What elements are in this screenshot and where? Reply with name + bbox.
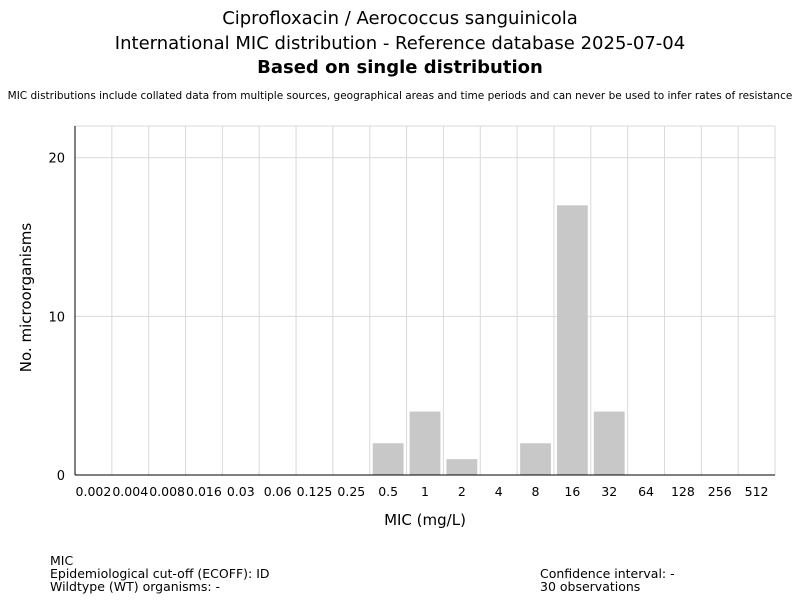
x-tick-label: 0.25 [337, 484, 365, 499]
bar [409, 411, 441, 475]
x-tick-label: 8 [532, 484, 540, 499]
x-tick-label: 0.03 [227, 484, 255, 499]
bar [593, 411, 625, 475]
chart-title-line3: Based on single distribution [257, 57, 543, 78]
bar [446, 459, 478, 475]
x-tick-label: 16 [564, 484, 580, 499]
bar [520, 443, 551, 475]
x-axis-label: MIC (mg/L) [384, 511, 466, 529]
footer-mic-label: MIC [50, 553, 74, 568]
chart-title-line2: International MIC distribution - Referen… [114, 33, 686, 54]
chart-title-line1: Ciprofloxacin / Aerococcus sanguinicola [222, 8, 578, 29]
footer-wt: Wildtype (WT) organisms: - [50, 579, 221, 594]
footer-left: MIC Epidemiological cut-off (ECOFF): ID … [50, 554, 270, 593]
x-tick-label: 1 [421, 484, 429, 499]
x-tick-label: 0.5 [378, 484, 398, 499]
x-tick-label: 2 [458, 484, 466, 499]
footer-right: Confidence interval: - 30 observations [540, 567, 675, 593]
y-axis-label: No. microorganisms [17, 223, 35, 373]
y-tick-label: 10 [48, 310, 65, 325]
x-tick-label: 0.004 [112, 484, 148, 499]
x-tick-label: 128 [671, 484, 695, 499]
x-tick-label: 256 [708, 484, 732, 499]
bar [372, 443, 404, 475]
x-tick-label: 0.016 [186, 484, 222, 499]
x-tick-label: 4 [495, 484, 503, 499]
x-tick-label: 64 [638, 484, 654, 499]
y-tick-label: 0 [57, 469, 65, 484]
footer-observations: 30 observations [540, 579, 641, 594]
x-tick-label: 0.002 [76, 484, 112, 499]
disclaimer-text: MIC distributions include collated data … [7, 90, 793, 102]
x-tick-label: 0.06 [264, 484, 292, 499]
y-tick-label: 20 [48, 152, 65, 167]
x-tick-label: 512 [745, 484, 769, 499]
bar [556, 205, 588, 475]
x-tick-label: 0.008 [149, 484, 185, 499]
footer-ci: Confidence interval: - [540, 566, 675, 581]
x-tick-label: 0.125 [297, 484, 333, 499]
x-tick-label: 32 [601, 484, 617, 499]
footer-ecoff: Epidemiological cut-off (ECOFF): ID [50, 566, 270, 581]
